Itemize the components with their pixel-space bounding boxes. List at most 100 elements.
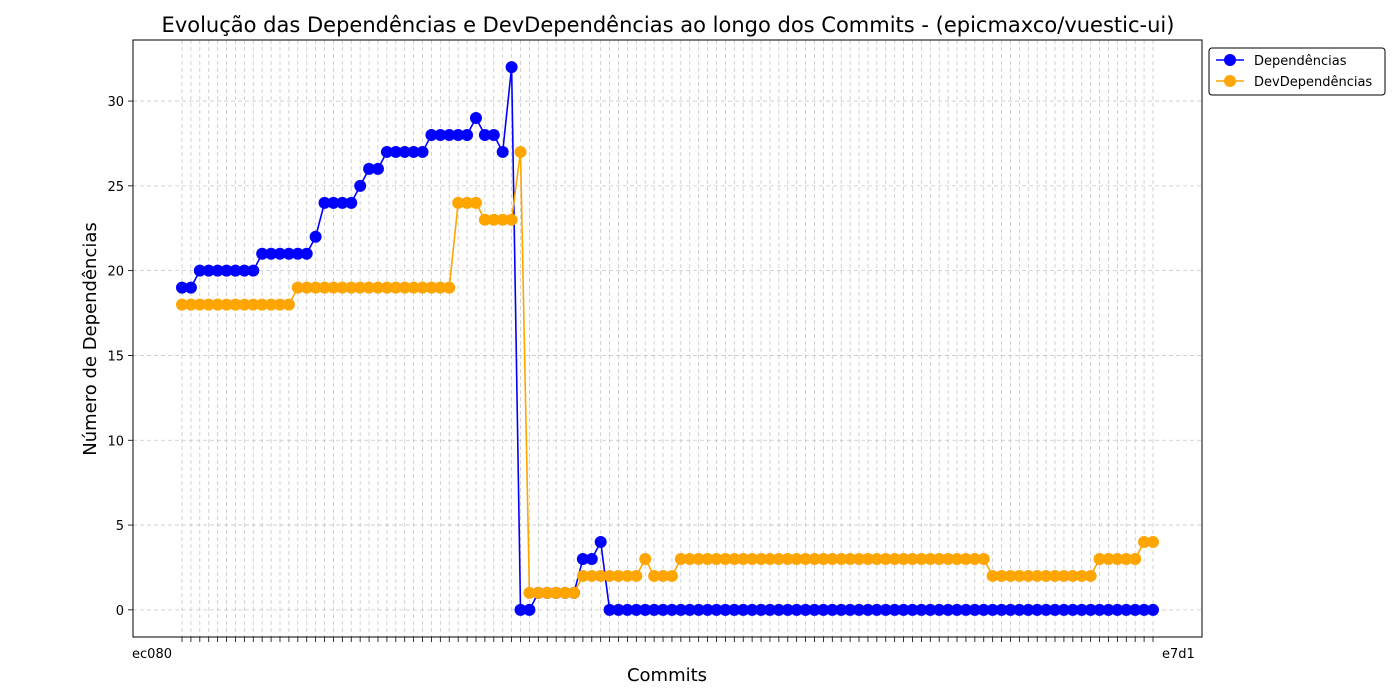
- data-point-devdependencias: [176, 298, 188, 311]
- y-tick-label: 0: [116, 604, 124, 619]
- y-tick-label: 20: [107, 265, 124, 280]
- data-point-devdependencias: [291, 281, 304, 294]
- data-point-dependencias: [844, 603, 857, 616]
- data-point-devdependencias: [799, 552, 812, 565]
- data-point-dependencias: [977, 603, 990, 616]
- data-point-dependencias: [612, 603, 625, 616]
- data-point-dependencias: [478, 128, 491, 141]
- data-point-dependencias: [247, 264, 260, 277]
- y-axis-label: Número de Dependências: [80, 222, 101, 456]
- data-point-dependencias: [229, 264, 242, 277]
- data-point-dependencias: [300, 247, 313, 260]
- y-tick-label: 25: [107, 180, 124, 195]
- data-point-devdependencias: [683, 552, 696, 565]
- data-point-devdependencias: [1013, 569, 1026, 582]
- data-point-dependencias: [1075, 603, 1088, 616]
- data-point-devdependencias: [844, 552, 857, 565]
- data-point-dependencias: [220, 264, 233, 277]
- data-point-dependencias: [363, 162, 376, 175]
- data-point-devdependencias: [363, 281, 376, 294]
- data-point-devdependencias: [398, 281, 411, 294]
- legend-label-dependencias: Dependências: [1254, 54, 1347, 69]
- data-point-dependencias: [452, 128, 465, 141]
- data-point-devdependencias: [318, 281, 331, 294]
- data-point-devdependencias: [915, 552, 928, 565]
- data-point-devdependencias: [487, 213, 500, 226]
- data-point-devdependencias: [1102, 552, 1115, 565]
- y-tick-label: 10: [107, 434, 124, 449]
- data-point-dependencias: [755, 603, 768, 616]
- data-point-dependencias: [674, 603, 687, 616]
- x-tick-label-last: e7d1: [1162, 647, 1195, 662]
- chart-title: Evolução das Dependências e DevDependênc…: [162, 13, 1175, 37]
- data-point-devdependencias: [220, 298, 233, 311]
- data-point-devdependencias: [826, 552, 839, 565]
- series-line-devdependencias: [182, 151, 1153, 594]
- data-point-dependencias: [434, 128, 447, 141]
- data-point-devdependencias: [1138, 536, 1151, 549]
- data-point-dependencias: [1102, 603, 1115, 616]
- data-point-dependencias: [345, 196, 358, 209]
- data-point-dependencias: [959, 603, 972, 616]
- data-point-dependencias: [1004, 603, 1017, 616]
- data-point-devdependencias: [977, 552, 990, 565]
- data-point-dependencias: [701, 603, 714, 616]
- data-point-dependencias: [817, 603, 830, 616]
- data-point-devdependencias: [755, 552, 768, 565]
- data-point-devdependencias: [300, 281, 313, 294]
- data-point-dependencias: [523, 603, 536, 616]
- data-point-dependencias: [371, 162, 384, 175]
- data-point-devdependencias: [710, 552, 723, 565]
- data-point-devdependencias: [639, 552, 652, 565]
- data-point-dependencias: [336, 196, 349, 209]
- data-point-devdependencias: [380, 281, 393, 294]
- data-point-dependencias: [505, 61, 518, 74]
- data-point-dependencias: [389, 145, 402, 158]
- data-point-dependencias: [594, 536, 607, 549]
- series-layer: [176, 61, 1159, 616]
- data-point-devdependencias: [959, 552, 972, 565]
- data-point-dependencias: [933, 603, 946, 616]
- data-point-dependencias: [808, 603, 821, 616]
- data-point-devdependencias: [763, 552, 776, 565]
- data-point-devdependencias: [461, 196, 474, 209]
- grid: [133, 40, 1202, 637]
- data-point-dependencias: [630, 603, 643, 616]
- data-point-devdependencias: [906, 552, 919, 565]
- data-point-devdependencias: [835, 552, 848, 565]
- data-point-devdependencias: [594, 569, 607, 582]
- data-point-devdependencias: [968, 552, 981, 565]
- data-point-dependencias: [826, 603, 839, 616]
- data-point-dependencias: [692, 603, 705, 616]
- data-point-devdependencias: [1022, 569, 1035, 582]
- data-point-devdependencias: [1057, 569, 1070, 582]
- data-point-dependencias: [211, 264, 224, 277]
- data-point-dependencias: [273, 247, 286, 260]
- data-point-devdependencias: [211, 298, 224, 311]
- data-point-dependencias: [746, 603, 759, 616]
- data-point-dependencias: [193, 264, 206, 277]
- data-point-devdependencias: [1075, 569, 1088, 582]
- data-point-devdependencias: [1147, 536, 1159, 549]
- data-point-devdependencias: [576, 569, 589, 582]
- data-point-devdependencias: [443, 281, 456, 294]
- data-point-dependencias: [184, 281, 197, 294]
- data-point-devdependencias: [354, 281, 367, 294]
- data-point-dependencias: [861, 603, 874, 616]
- series-line-dependencias: [182, 66, 1153, 611]
- data-point-dependencias: [897, 603, 910, 616]
- data-point-devdependencias: [853, 552, 866, 565]
- x-ticks: [181, 637, 1154, 642]
- y-ticks: 0 5 10 15 20 25 30: [107, 95, 133, 619]
- data-point-devdependencias: [657, 569, 670, 582]
- data-point-dependencias: [487, 128, 500, 141]
- data-point-devdependencias: [630, 569, 643, 582]
- data-point-dependencias: [256, 247, 269, 260]
- data-point-dependencias: [1066, 603, 1079, 616]
- data-point-devdependencias: [621, 569, 634, 582]
- data-point-devdependencias: [951, 552, 964, 565]
- legend-box: [1208, 47, 1386, 96]
- data-point-devdependencias: [772, 552, 785, 565]
- data-point-dependencias: [835, 603, 848, 616]
- data-point-devdependencias: [550, 586, 563, 599]
